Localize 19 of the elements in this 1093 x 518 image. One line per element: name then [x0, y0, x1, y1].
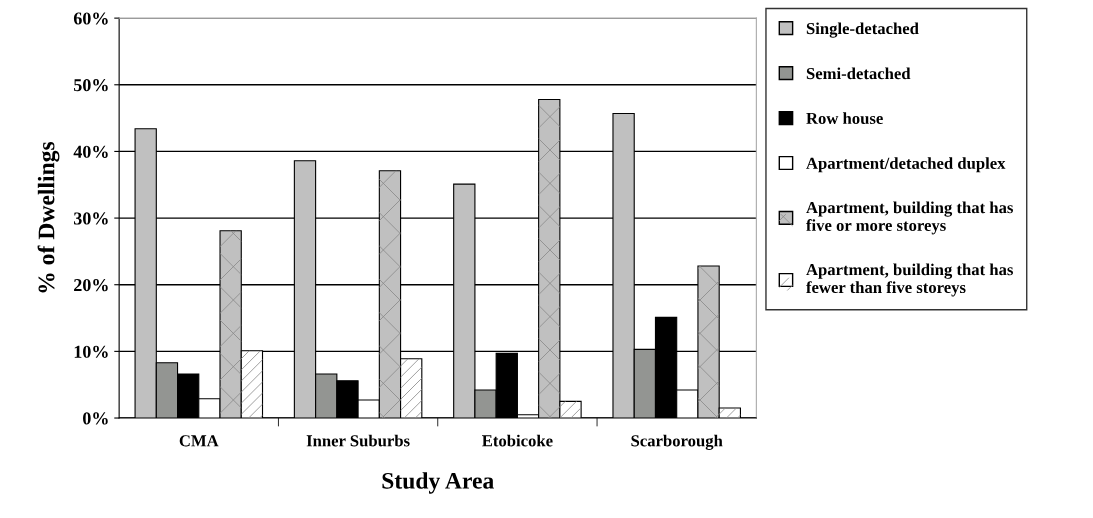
legend-label: Row house	[806, 112, 883, 125]
x-tick-label: CMA	[179, 435, 219, 447]
y-tick-label: 20%	[74, 278, 108, 292]
x-tick-label: Inner Suburbs	[306, 434, 410, 447]
y-tick-label: 60%	[73, 12, 108, 25]
legend-label: Single-detached	[806, 22, 919, 38]
y-tick-label: 50%	[74, 79, 108, 92]
legend-label: Apartment, building that has fewer than five storeys	[806, 263, 1013, 297]
y-tick-label: 10%	[74, 345, 108, 358]
legend-label: Apartment, building that has five or more storeys	[806, 201, 1013, 235]
y-tick-label: 40%	[73, 145, 108, 158]
y-tick-label: 0%	[83, 412, 108, 425]
x-tick-label: Scarborough	[631, 434, 723, 450]
y-axis-title: % of Dwellings	[37, 141, 60, 293]
x-axis-title: Study Area	[382, 472, 494, 494]
legend-label: Apartment/detached duplex	[806, 157, 1006, 173]
y-tick-label: 30%	[73, 212, 108, 225]
x-tick-label: Etobicoke	[482, 434, 553, 447]
legend-label: Semi-detached	[806, 67, 911, 80]
